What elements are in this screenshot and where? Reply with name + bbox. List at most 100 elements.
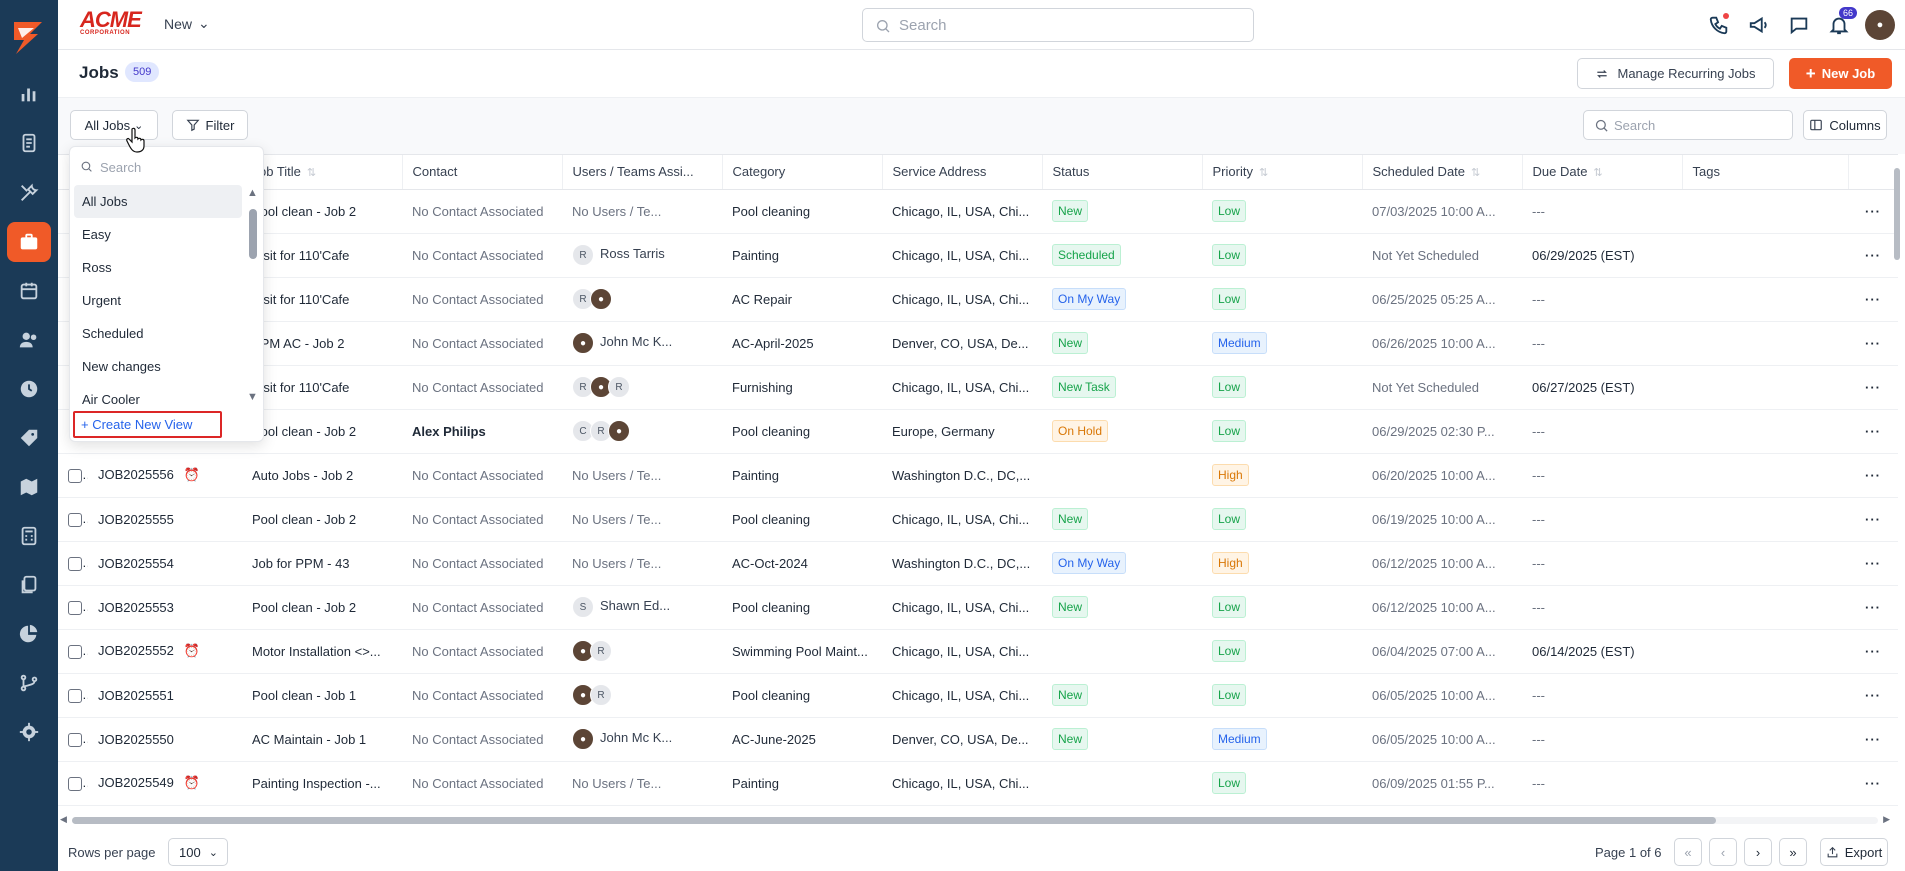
new-menu-button[interactable]: New ⌄: [164, 15, 210, 32]
documents-icon[interactable]: [0, 565, 58, 605]
tags-icon[interactable]: [0, 418, 58, 458]
row-actions-more-icon[interactable]: ···: [1848, 189, 1898, 234]
workflow-icon[interactable]: [0, 663, 58, 703]
scrollbar-thumb[interactable]: [249, 209, 257, 259]
job-title-cell[interactable]: Pool clean - Job 2: [242, 585, 402, 630]
job-id-cell[interactable]: JOB2025551: [88, 673, 242, 718]
row-checkbox[interactable]: [68, 468, 82, 483]
reports-pie-icon[interactable]: [0, 614, 58, 654]
view-option[interactable]: All Jobs: [74, 185, 242, 218]
views-search-input[interactable]: Search: [78, 155, 258, 179]
row-checkbox[interactable]: [68, 512, 82, 527]
table-row[interactable]: Visit for 110'Cafe No Contact Associated…: [58, 277, 1898, 322]
header-status[interactable]: Status: [1042, 155, 1203, 190]
customers-icon[interactable]: [0, 320, 58, 360]
previous-page-button[interactable]: ‹: [1709, 838, 1737, 866]
create-new-view-button[interactable]: + Create New View: [73, 411, 222, 438]
user-avatar[interactable]: ●: [572, 728, 594, 750]
table-row[interactable]: JOB2025552 ⏰ Motor Installation <>... No …: [58, 629, 1898, 674]
table-row[interactable]: JOB2025556 ⏰ Auto Jobs - Job 2 No Contact…: [58, 453, 1898, 498]
table-row[interactable]: Visit for 110'Cafe No Contact Associated…: [58, 365, 1898, 410]
user-avatar[interactable]: ●: [590, 288, 612, 310]
header-users-teams[interactable]: Users / Teams Assi...: [562, 155, 723, 190]
row-checkbox[interactable]: [68, 776, 82, 791]
job-id[interactable]: JOB2025552: [98, 643, 174, 658]
calculator-icon[interactable]: [0, 516, 58, 556]
user-initial-avatar[interactable]: R: [590, 684, 612, 706]
table-row[interactable]: JOB2025553 Pool clean - Job 2 No Contact…: [58, 585, 1898, 630]
job-title-cell[interactable]: Visit for 110'Cafe: [242, 233, 402, 278]
table-row[interactable]: Visit for 110'Cafe No Contact Associated…: [58, 233, 1898, 278]
job-id-cell[interactable]: JOB2025549 ⏰: [88, 761, 242, 806]
job-title-cell[interactable]: AC Maintain - Job 1: [242, 717, 402, 762]
view-option[interactable]: Air Cooler: [82, 392, 140, 407]
table-search-input[interactable]: Search: [1583, 110, 1793, 140]
manage-recurring-jobs-button[interactable]: Manage Recurring Jobs: [1577, 58, 1774, 89]
row-checkbox[interactable]: [68, 688, 82, 703]
row-actions-more-icon[interactable]: ···: [1848, 321, 1898, 366]
user-initial-avatar[interactable]: R: [608, 376, 630, 398]
job-id-cell[interactable]: JOB2025555: [88, 497, 242, 542]
row-checkbox[interactable]: [68, 644, 82, 659]
job-title-cell[interactable]: Visit for 110'Cafe: [242, 277, 402, 322]
header-contact[interactable]: Contact: [402, 155, 563, 190]
dashboard-icon[interactable]: [0, 74, 58, 114]
scroll-up-arrow-icon[interactable]: ▲: [247, 187, 258, 199]
last-page-button[interactable]: »: [1779, 838, 1807, 866]
job-title-cell[interactable]: Visit for 110'Cafe: [242, 365, 402, 410]
header-tags[interactable]: Tags: [1682, 155, 1849, 190]
new-job-button[interactable]: + New Job: [1789, 58, 1892, 89]
table-row[interactable]: PPM AC - Job 2 No Contact Associated ● Jo…: [58, 321, 1898, 366]
row-actions-more-icon[interactable]: ···: [1848, 233, 1898, 278]
job-title-cell[interactable]: Motor Installation <>...: [242, 629, 402, 674]
calendar-icon[interactable]: [0, 271, 58, 311]
user-avatar[interactable]: ●: [1865, 10, 1895, 40]
row-actions-more-icon[interactable]: ···: [1848, 365, 1898, 410]
job-title-cell[interactable]: Pool clean - Job 1: [242, 673, 402, 718]
row-actions-more-icon[interactable]: ···: [1848, 409, 1898, 454]
rows-per-page-select[interactable]: 100 ⌄: [168, 838, 228, 866]
megaphone-icon[interactable]: [1739, 5, 1779, 45]
header-due-date[interactable]: Due Date ⇅: [1522, 155, 1683, 190]
scrollbar-thumb[interactable]: [72, 817, 1716, 824]
user-avatar[interactable]: ●: [608, 420, 630, 442]
job-id-cell[interactable]: JOB2025553: [88, 585, 242, 630]
job-title-cell[interactable]: Auto Jobs - Job 2: [242, 453, 402, 498]
table-row[interactable]: JOB2025555 Pool clean - Job 2 No Contact…: [58, 497, 1898, 542]
row-actions-more-icon[interactable]: ···: [1848, 717, 1898, 762]
bell-icon[interactable]: 66: [1819, 5, 1859, 45]
job-title-cell[interactable]: PPM AC - Job 2: [242, 321, 402, 366]
export-button[interactable]: Export: [1820, 838, 1888, 866]
row-actions-more-icon[interactable]: ···: [1848, 629, 1898, 674]
row-checkbox[interactable]: [68, 732, 82, 747]
job-id-cell[interactable]: JOB2025552 ⏰: [88, 629, 242, 674]
job-title-cell[interactable]: Pool clean - Job 2: [242, 409, 402, 454]
job-id[interactable]: JOB2025549: [98, 775, 174, 790]
table-row[interactable]: JOB2025551 Pool clean - Job 1 No Contact…: [58, 673, 1898, 718]
phone-icon[interactable]: [1699, 5, 1739, 45]
views-dropdown-button[interactable]: All Jobs ⌄: [70, 110, 158, 140]
job-title-cell[interactable]: Painting Inspection -...: [242, 761, 402, 806]
row-actions-more-icon[interactable]: ···: [1848, 497, 1898, 542]
scroll-left-arrow-icon[interactable]: ◀: [60, 814, 67, 824]
user-initial-avatar[interactable]: R: [590, 640, 612, 662]
row-actions-more-icon[interactable]: ···: [1848, 585, 1898, 630]
jobs-briefcase-icon[interactable]: [7, 222, 51, 262]
job-title-cell[interactable]: Pool clean - Job 2: [242, 189, 402, 234]
settings-gear-icon[interactable]: [0, 712, 58, 752]
filter-button[interactable]: Filter: [172, 110, 248, 140]
row-checkbox[interactable]: [68, 556, 82, 571]
job-title-cell[interactable]: Job for PPM - 43: [242, 541, 402, 586]
row-actions-more-icon[interactable]: ···: [1848, 761, 1898, 806]
job-id-cell[interactable]: JOB2025554: [88, 541, 242, 586]
view-option[interactable]: Scheduled: [82, 326, 144, 341]
scroll-down-arrow-icon[interactable]: ▼: [247, 391, 258, 403]
table-row[interactable]: JOB2025549 ⏰ Painting Inspection -... No …: [58, 761, 1898, 806]
table-row[interactable]: JOB2025554 Job for PPM - 43 No Contact A…: [58, 541, 1898, 586]
header-job-title[interactable]: Job Title ⇅: [242, 155, 403, 190]
row-actions-more-icon[interactable]: ···: [1848, 541, 1898, 586]
app-logo-icon[interactable]: [8, 18, 48, 56]
tools-icon[interactable]: [0, 173, 58, 213]
job-id[interactable]: JOB2025551: [98, 687, 174, 703]
vertical-scrollbar[interactable]: [1893, 168, 1901, 806]
